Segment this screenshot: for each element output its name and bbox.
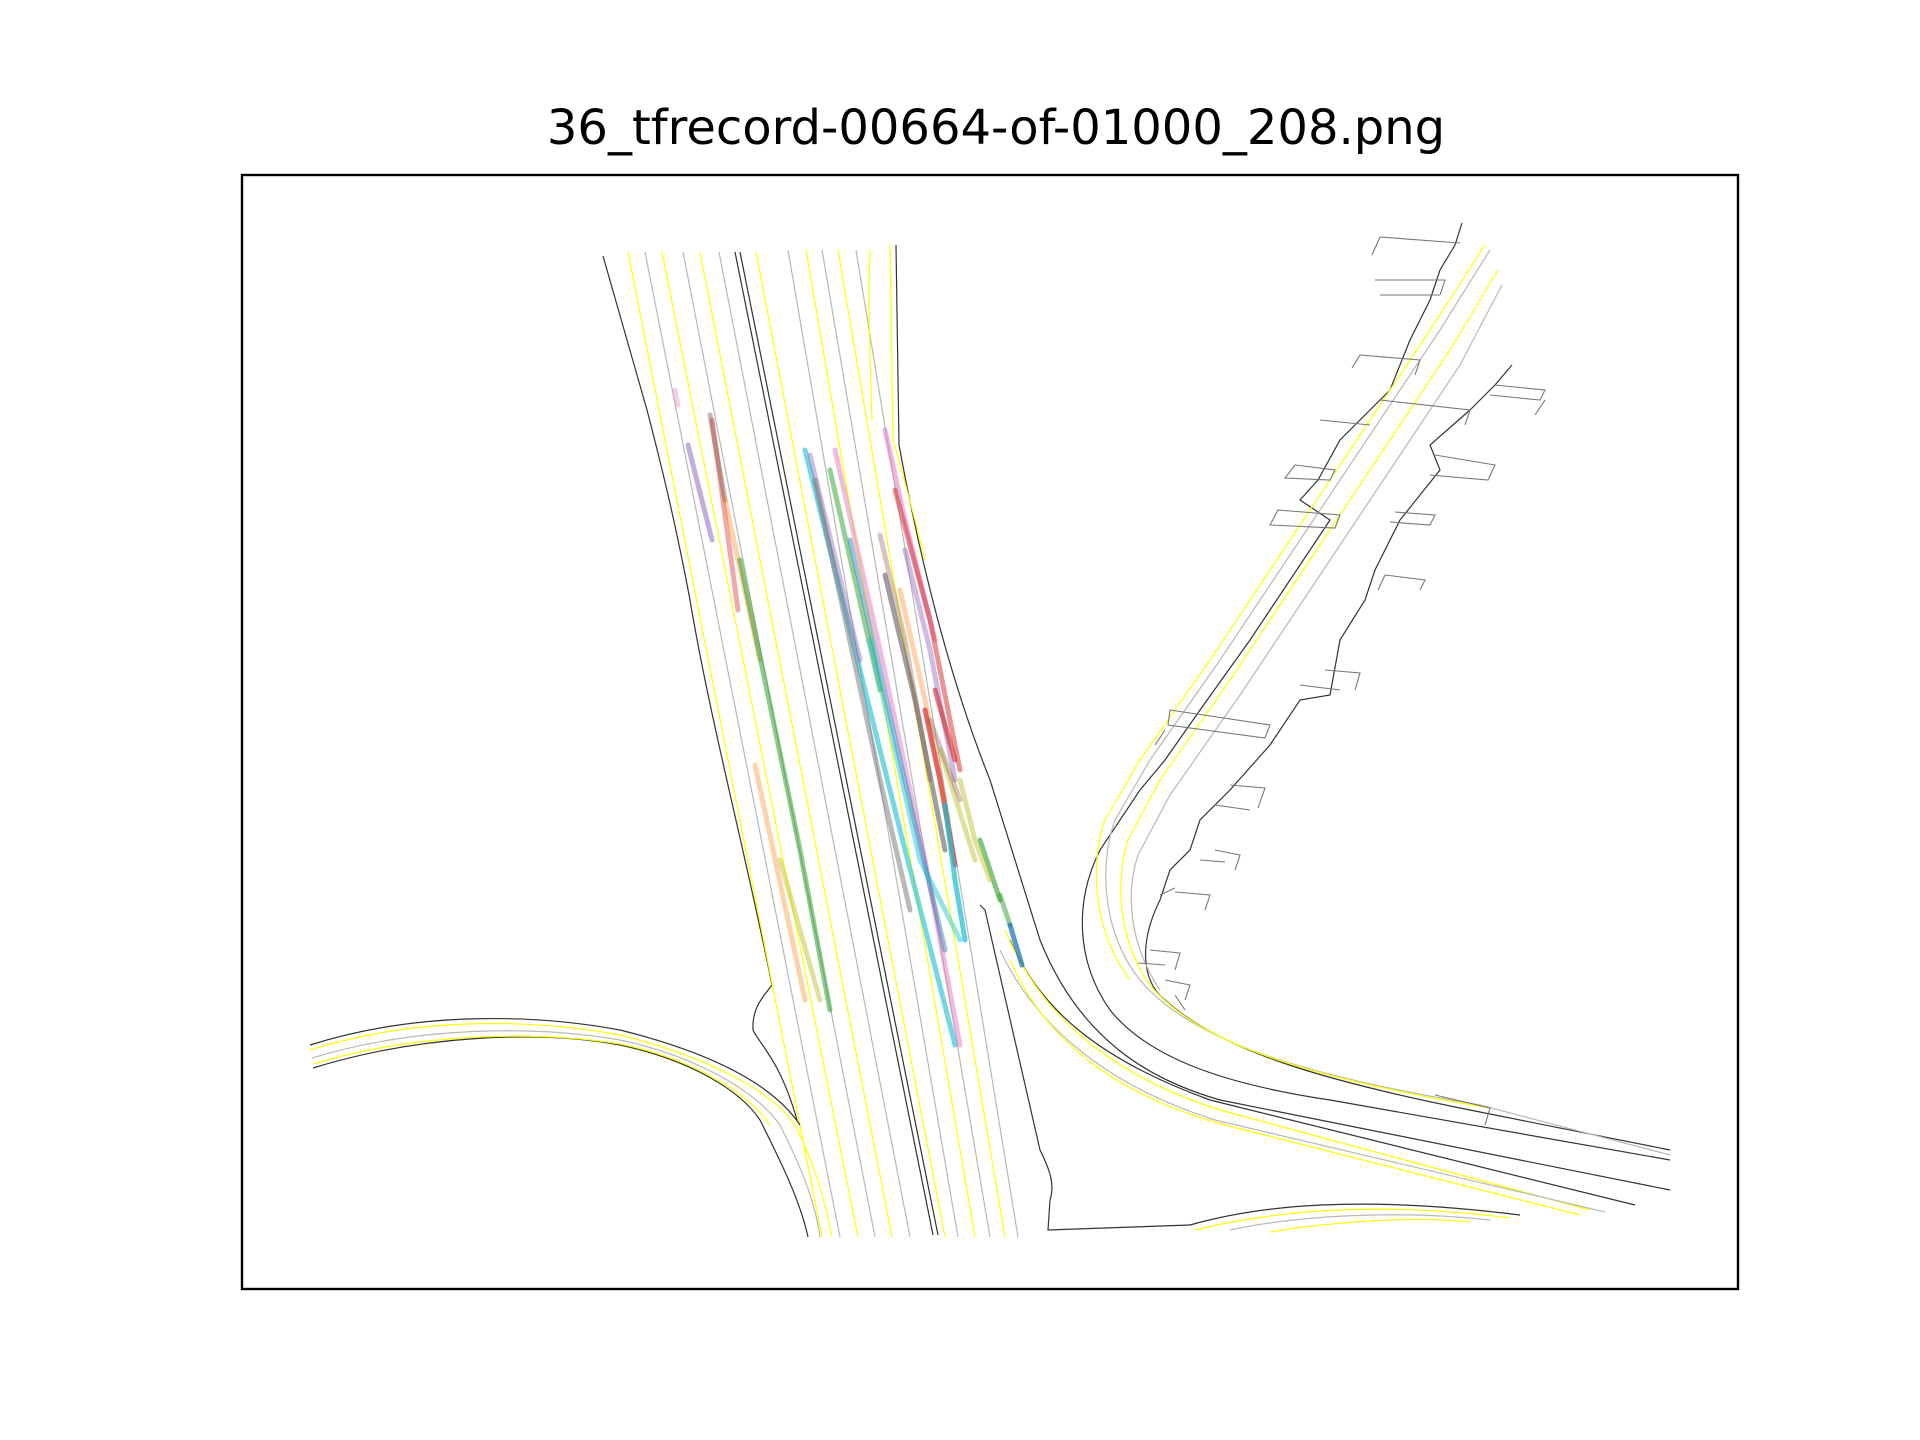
driveway xyxy=(1434,1094,1491,1126)
trajectory-track xyxy=(932,687,958,763)
driveway xyxy=(1269,509,1341,529)
figure-title: 36_tfrecord-00664-of-01000_208.png xyxy=(546,100,1446,156)
lane-center xyxy=(1130,284,1503,991)
trajectory-track xyxy=(812,477,913,913)
trajectory-track xyxy=(937,747,978,863)
lane-center xyxy=(999,949,1606,1213)
trajectory-track xyxy=(957,777,993,883)
trajectory-track xyxy=(685,442,715,543)
lane-line xyxy=(1004,929,1591,1211)
lane-line xyxy=(889,244,926,561)
lane-line xyxy=(309,1022,833,1238)
lane-line xyxy=(805,249,976,1238)
trajectory-track xyxy=(827,467,883,693)
trajectory-track xyxy=(902,547,958,783)
lane-line xyxy=(868,249,873,421)
bottom-road-edge xyxy=(1189,1203,1521,1226)
main-road-median-edge xyxy=(734,251,934,1236)
driveway xyxy=(1199,849,1241,871)
driveway xyxy=(1351,354,1421,376)
trajectory-track xyxy=(942,802,968,943)
loop-ramp-edge xyxy=(309,1017,801,1126)
loop-ramp-edge xyxy=(312,1036,809,1238)
lane-line xyxy=(1120,269,1499,1109)
trajectory-track xyxy=(777,857,823,1003)
driveway xyxy=(1214,784,1266,811)
driveway xyxy=(1283,464,1336,481)
trajectory-track xyxy=(709,417,741,613)
main-road-east-edge xyxy=(895,244,1671,1191)
trajectory-track xyxy=(847,537,948,953)
bottom-right-road xyxy=(1189,1203,1521,1233)
lane-line xyxy=(1009,959,1581,1216)
trajectory-track xyxy=(927,717,963,803)
trajectory-track xyxy=(892,487,963,773)
driveway xyxy=(1319,399,1471,426)
trajectory-track xyxy=(977,837,1003,903)
driveway xyxy=(1389,511,1436,526)
trajectory-track xyxy=(882,572,948,853)
lane-line xyxy=(1269,1219,1471,1233)
lane-line xyxy=(1194,1208,1511,1231)
ramp-gore-edge xyxy=(979,904,1191,1231)
trajectory-track xyxy=(997,892,1013,928)
lane-center xyxy=(855,249,1019,1238)
main-road xyxy=(602,244,1671,1238)
ne-road-east-edge xyxy=(1144,364,1671,1151)
trajectory-track xyxy=(737,557,833,1013)
trajectories xyxy=(672,387,1025,1048)
driveway xyxy=(1371,236,1461,256)
trajectory-track xyxy=(707,412,728,503)
lane-line xyxy=(755,251,946,1238)
lane-center xyxy=(311,1030,821,1238)
lane-center xyxy=(718,251,911,1238)
driveway xyxy=(1137,949,1181,971)
trajectory-track xyxy=(877,532,933,783)
lane-line xyxy=(1095,244,1486,981)
trajectory-track xyxy=(1007,922,1025,968)
lane-line xyxy=(661,251,859,1238)
lane-line xyxy=(312,1035,771,1126)
loop-ramp xyxy=(309,1017,833,1238)
driveway xyxy=(1164,979,1191,1011)
lane-line xyxy=(699,251,893,1238)
lane-center xyxy=(1229,1214,1491,1231)
driveway xyxy=(1375,279,1446,296)
ne-road-west-edge xyxy=(1081,222,1671,1161)
trajectory-track xyxy=(752,762,808,1003)
lane-center xyxy=(1105,249,1671,1156)
main-road-west-edge xyxy=(602,255,798,1121)
driveway xyxy=(1299,669,1361,691)
driveway xyxy=(1489,384,1546,416)
trajectory-track xyxy=(672,387,681,408)
trajectory-track xyxy=(832,447,963,1048)
lane-center xyxy=(644,251,841,1238)
lane-line xyxy=(627,251,823,1238)
driveway xyxy=(1377,574,1426,591)
plot-frame xyxy=(240,173,1740,1291)
driveway xyxy=(1429,454,1496,481)
driveway xyxy=(1154,709,1271,746)
lane-center xyxy=(821,249,991,1238)
driveway xyxy=(1159,887,1211,911)
northeast-road xyxy=(1081,222,1671,1161)
trajectory-track xyxy=(867,637,963,943)
main-road-median-edge-2 xyxy=(739,251,939,1236)
